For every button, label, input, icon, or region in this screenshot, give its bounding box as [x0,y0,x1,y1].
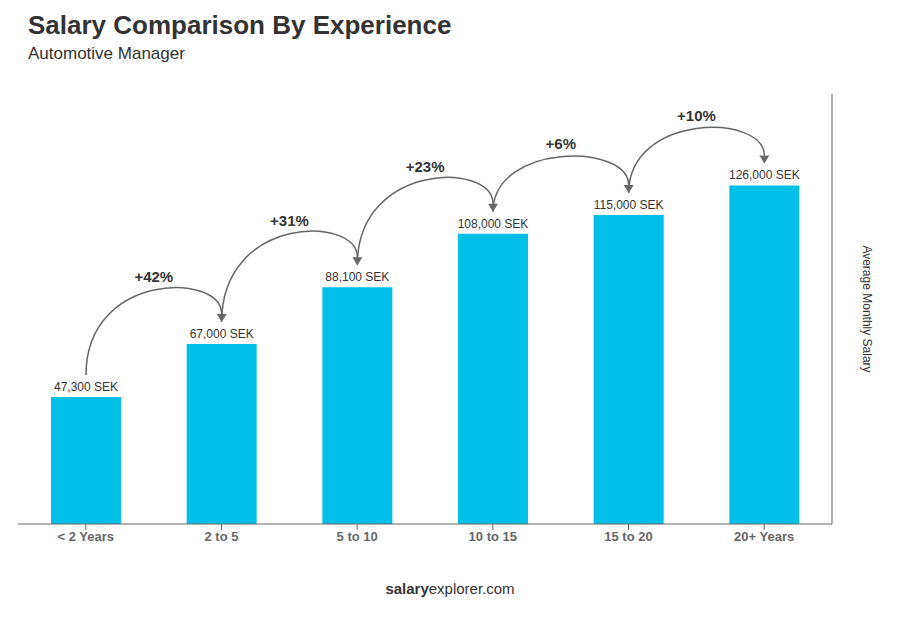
svg-text:+31%: +31% [270,212,309,229]
svg-text:+42%: +42% [134,268,173,285]
svg-text:5 to 10: 5 to 10 [337,529,378,544]
svg-text:+23%: +23% [406,158,445,175]
svg-text:15 to 20: 15 to 20 [604,529,652,544]
html-text:salary explorer.com: salary explorer.com [385,580,515,597]
svg-text:< 2 Years: < 2 Years [58,529,115,544]
svg-text:+10%: +10% [677,107,716,124]
svg-text:10 to 15: 10 to 15 [469,529,517,544]
html-text:Salary Comparison By Experienc: Salary Comparison By Experience [28,10,452,40]
svg-text:115,000 SEK: 115,000 SEK [594,198,664,212]
svg-text:108,000 SEK: 108,000 SEK [458,217,529,231]
svg-text:2 to 5: 2 to 5 [205,529,239,544]
svg-text:67,000 SEK: 67,000 SEK [190,327,254,341]
svg-text:126,000 SEK: 126,000 SEK [729,168,800,182]
svg-text:88,100 SEK: 88,100 SEK [325,270,389,284]
svg-text:+6%: +6% [546,135,576,152]
html-text:Automotive Manager: Automotive Manager [28,44,185,63]
svg-text:20+ Years: 20+ Years [734,529,794,544]
svg-text:47,300 SEK: 47,300 SEK [54,380,118,394]
svg-text:Average Monthly Salary: Average Monthly Salary [860,245,874,372]
